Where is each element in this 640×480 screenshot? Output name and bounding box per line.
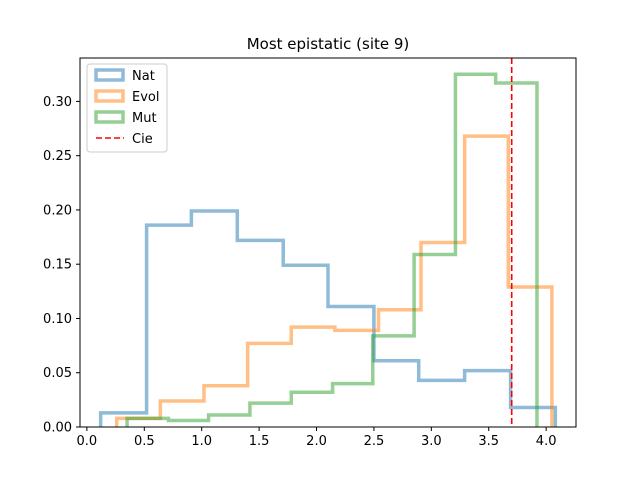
legend-swatch-evol	[94, 89, 125, 103]
histogram-series-mut	[125, 72, 539, 427]
legend-label-mut: Mut	[132, 111, 157, 126]
x-tick-label: 1.0	[191, 434, 212, 449]
legend-box	[86, 63, 168, 153]
legend-label-evol: Evol	[132, 90, 159, 105]
x-tick-label: 3.0	[421, 434, 442, 449]
legend-swatch-nat	[94, 68, 125, 82]
legend-label-cie: Cie	[132, 132, 153, 147]
y-tick-label: 0.20	[43, 203, 72, 218]
y-tick-label: 0.05	[43, 366, 72, 381]
histogram-series-evol	[114, 134, 554, 427]
x-tick-label: 4.0	[536, 434, 557, 449]
x-tick-label: 2.0	[306, 434, 327, 449]
y-tick-label: 0.00	[43, 421, 72, 436]
x-tick-label: 2.5	[364, 434, 385, 449]
chart-title: Most epistatic (site 9)	[247, 35, 410, 53]
legend-swatch-mut	[94, 110, 125, 124]
x-tick-label: 3.5	[478, 434, 499, 449]
x-tick-label: 0.5	[134, 434, 155, 449]
y-tick-label: 0.15	[43, 258, 72, 273]
y-tick-label: 0.30	[43, 95, 72, 110]
x-tick-label: 0.0	[77, 434, 98, 449]
histogram-series-nat	[98, 209, 558, 427]
legend-label-nat: Nat	[132, 69, 155, 84]
y-axis-ticks: 0.00 0.05 0.10 0.15 0.20 0.25 0.30	[43, 95, 80, 436]
plot-frame	[79, 57, 577, 428]
legend: Nat Evol Mut Cie	[86, 63, 168, 153]
x-tick-label: 1.5	[249, 434, 270, 449]
x-axis-ticks: 0.0 0.5 1.0 1.5 2.0 2.5 3.0 3.5 4.0	[77, 427, 557, 449]
y-tick-label: 0.25	[43, 149, 72, 164]
y-tick-label: 0.10	[43, 312, 72, 327]
histogram-series-group	[98, 72, 558, 427]
